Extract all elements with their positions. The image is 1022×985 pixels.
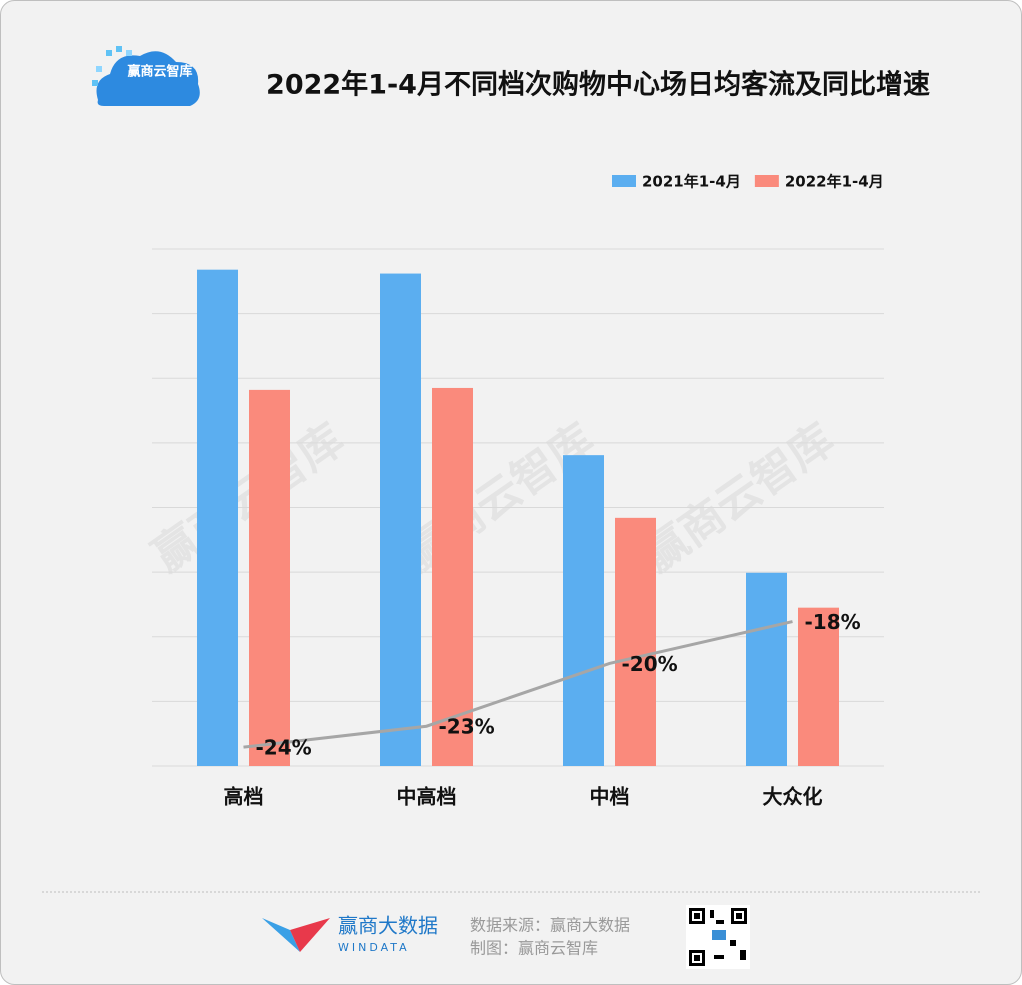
- bar: [432, 387, 473, 766]
- bar: [798, 607, 839, 766]
- logo: 赢商云智库: [92, 46, 200, 106]
- bar: [746, 572, 787, 766]
- legend-label: 2022年1-4月: [785, 173, 884, 191]
- footer-brand-en: WINDATA: [338, 941, 410, 954]
- footer-made-by: 制图：赢商云智库: [470, 939, 598, 958]
- data-label: -23%: [439, 715, 495, 739]
- footer-logo: [262, 918, 330, 952]
- logo-text: 赢商云智库: [127, 64, 192, 80]
- data-label: -24%: [256, 736, 312, 760]
- x-tick-label: 高档: [224, 785, 264, 809]
- footer-source: 数据来源：赢商大数据: [470, 916, 630, 935]
- footer-brand: 赢商大数据: [338, 914, 438, 938]
- bar: [380, 273, 421, 766]
- data-label: -20%: [622, 652, 678, 676]
- data-label: -18%: [805, 610, 861, 634]
- bar: [249, 389, 290, 766]
- chart-title: 2022年1-4月不同档次购物中心场日均客流及同比增速: [266, 69, 930, 101]
- bar: [615, 517, 656, 766]
- line: [243, 620, 793, 749]
- legend-label: 2021年1-4月: [642, 173, 741, 191]
- x-tick-label: 中档: [590, 785, 630, 809]
- bar: [563, 455, 604, 766]
- x-tick-label: 大众化: [763, 785, 823, 809]
- plot: 高档 中高档 中档 大众化 -24% -23% -20% -18% 2021年1-4月 2022年…: [152, 173, 884, 809]
- x-tick-label: 中高档: [397, 785, 457, 809]
- qr-code: [686, 905, 750, 969]
- bar: [197, 269, 238, 766]
- legend-swatch: [754, 175, 779, 187]
- legend-swatch: [612, 175, 636, 187]
